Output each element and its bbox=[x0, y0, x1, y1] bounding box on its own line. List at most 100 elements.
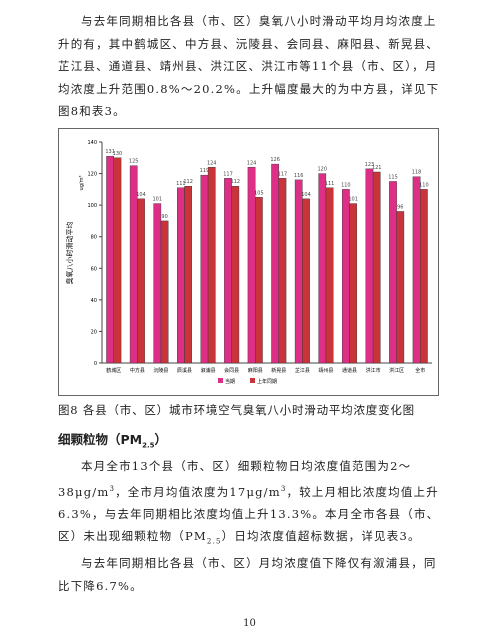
value-label: 119 bbox=[200, 168, 210, 174]
text: ）日均浓度值超标数据，详见表3。 bbox=[221, 529, 421, 544]
value-label: 116 bbox=[294, 173, 304, 179]
value-label: 121 bbox=[372, 165, 382, 171]
x-tick-label: 麻阳县 bbox=[248, 367, 263, 374]
bar bbox=[349, 203, 358, 364]
bar bbox=[247, 167, 256, 364]
bar bbox=[113, 157, 122, 364]
bar bbox=[278, 178, 287, 364]
bar bbox=[200, 174, 209, 364]
value-label: 110 bbox=[419, 182, 429, 188]
bar bbox=[224, 178, 232, 364]
paragraph: 与去年同期相比各县（市、区）月均浓度值下降仅有溆浦县，同比下降6.7%。 bbox=[58, 556, 437, 593]
value-label: 111 bbox=[176, 181, 186, 187]
legend-label: 当期 bbox=[225, 378, 235, 385]
bar bbox=[106, 156, 114, 364]
value-label: 101 bbox=[348, 197, 358, 203]
text: 本月全市13个县（市、区）细颗粒物日均浓度值范围为2～38μg/m bbox=[58, 459, 412, 499]
value-label: 115 bbox=[388, 174, 398, 180]
bar bbox=[325, 187, 334, 364]
value-label: 96 bbox=[397, 204, 403, 210]
value-label: 104 bbox=[301, 192, 311, 198]
heading-text: 细颗粒物（PM bbox=[58, 432, 143, 447]
x-tick-label: 新晃县 bbox=[271, 367, 286, 374]
value-label: 117 bbox=[278, 171, 288, 177]
value-label: 124 bbox=[247, 160, 257, 166]
y-tick-label: 80 bbox=[91, 235, 97, 241]
value-label: 123 bbox=[365, 162, 375, 168]
heading-subscript: 2.5 bbox=[142, 441, 155, 450]
bar bbox=[176, 187, 185, 364]
value-label: 124 bbox=[207, 160, 217, 166]
value-label: 118 bbox=[412, 170, 422, 176]
x-tick-label: 洪江市 bbox=[366, 367, 381, 374]
value-label: 130 bbox=[113, 151, 123, 157]
value-label: 112 bbox=[231, 179, 241, 185]
bar bbox=[389, 181, 397, 364]
bar bbox=[420, 189, 428, 364]
bar bbox=[294, 179, 303, 364]
bar bbox=[231, 186, 240, 364]
value-label: 90 bbox=[161, 214, 167, 220]
bar bbox=[255, 197, 263, 364]
y-axis-unit: ug/m³ bbox=[79, 176, 85, 191]
bar bbox=[184, 186, 193, 364]
legend-label: 上年同期 bbox=[257, 378, 277, 385]
value-label: 126 bbox=[270, 157, 280, 163]
legend-swatch bbox=[218, 378, 223, 383]
y-tick-label: 20 bbox=[91, 329, 97, 335]
legend-swatch bbox=[250, 378, 255, 383]
x-tick-label: 芷江县 bbox=[295, 367, 310, 374]
value-label: 117 bbox=[223, 171, 233, 177]
bar bbox=[372, 171, 381, 364]
heading-text: ） bbox=[154, 432, 168, 447]
bar bbox=[271, 163, 279, 364]
subscript: 2.5 bbox=[206, 537, 222, 546]
bar bbox=[302, 198, 310, 364]
value-label: 104 bbox=[136, 192, 146, 198]
paragraph: 本月全市13个县（市、区）细颗粒物日均浓度值范围为2～38μg/m3，全市月均值… bbox=[58, 455, 440, 553]
value-label: 112 bbox=[183, 179, 193, 185]
section-heading: 细颗粒物（PM2.5） bbox=[58, 429, 167, 450]
x-tick-label: 沅陵县 bbox=[153, 367, 168, 374]
x-tick-label: 全市 bbox=[415, 367, 425, 374]
y-tick-label: 100 bbox=[87, 203, 97, 209]
y-tick-label: 60 bbox=[91, 266, 97, 272]
x-tick-label: 鹤城区 bbox=[106, 367, 121, 374]
y-tick-label: 0 bbox=[94, 361, 97, 367]
bar bbox=[137, 198, 145, 364]
y-tick-label: 40 bbox=[91, 298, 97, 304]
x-tick-label: 辰溪县 bbox=[177, 367, 192, 374]
bar bbox=[160, 220, 169, 364]
y-tick-label: 140 bbox=[87, 140, 97, 146]
y-tick-label: 120 bbox=[87, 172, 97, 178]
paragraph: 与去年同期相比各县（市、区）臭氧八小时滑动平均月均浓度上升的有，其中鹤城区、中方… bbox=[58, 14, 440, 118]
chart: 臭氧八小时滑动平均 ug/m³ 0 20 40 60 80 100 120 140 鹤城区 131… bbox=[58, 128, 439, 396]
superscript: 3 bbox=[280, 484, 287, 493]
value-label: 111 bbox=[325, 181, 335, 187]
x-tick-label: 中方县 bbox=[130, 367, 145, 374]
bar bbox=[341, 189, 350, 364]
page-number: 10 bbox=[243, 618, 256, 629]
figure-caption: 图8 各县（市、区）城市环境空气臭氧八小时滑动平均浓度变化图 bbox=[58, 403, 415, 417]
value-label: 101 bbox=[153, 197, 163, 203]
x-tick-label: 靖州县 bbox=[318, 367, 333, 374]
x-tick-label: 会同县 bbox=[224, 367, 239, 374]
y-axis-label: 臭氧八小时滑动平均 bbox=[65, 222, 74, 285]
text: ，较上月相比浓度均值上升6.3%，与去年同期相比浓度均值上升13.3%。本月全市… bbox=[58, 484, 440, 544]
bar bbox=[153, 203, 162, 364]
text: ，全市月均值浓度为17μg/m bbox=[115, 484, 281, 499]
bar bbox=[412, 176, 421, 364]
value-label: 125 bbox=[129, 159, 139, 165]
value-label: 131 bbox=[105, 149, 115, 155]
bar bbox=[207, 167, 216, 364]
bar bbox=[396, 211, 405, 364]
superscript: 3 bbox=[109, 484, 116, 493]
bar bbox=[318, 173, 327, 364]
value-label: 105 bbox=[254, 190, 264, 196]
x-tick-label: 溆浦县 bbox=[201, 367, 216, 374]
x-tick-label: 洪江区 bbox=[389, 367, 404, 374]
bar bbox=[365, 168, 374, 364]
x-tick-label: 通道县 bbox=[342, 367, 357, 374]
value-label: 110 bbox=[341, 182, 351, 188]
